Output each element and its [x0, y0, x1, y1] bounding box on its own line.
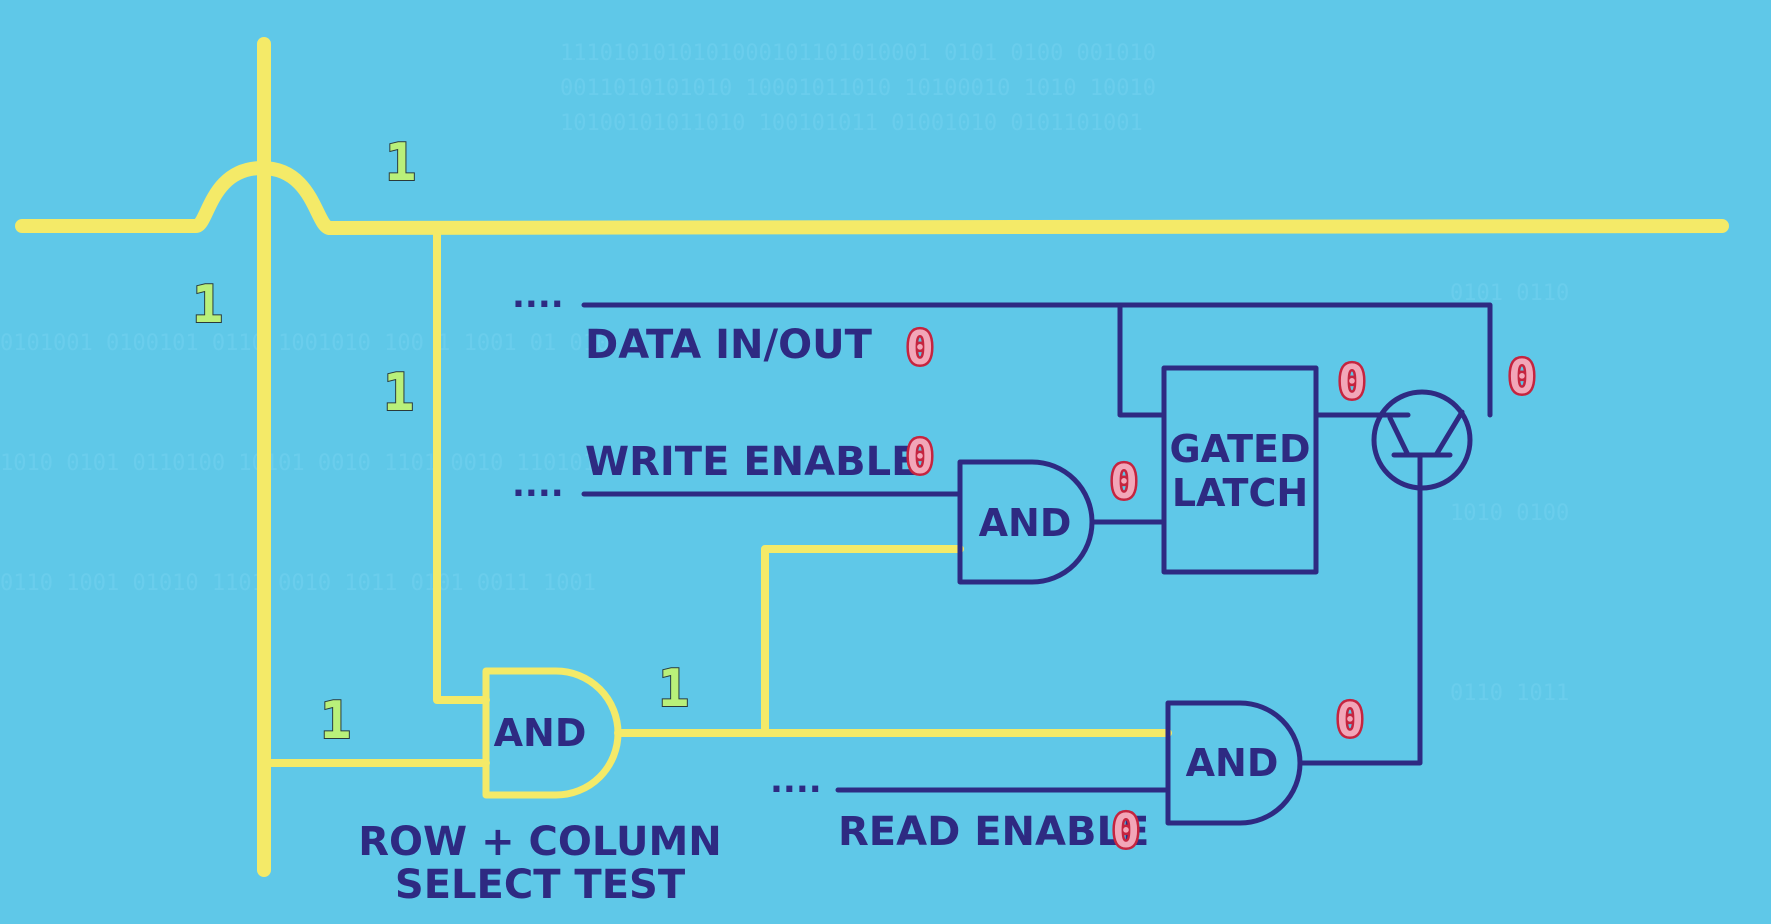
row-tap-value: 1 — [383, 363, 414, 423]
data-to-latch-wire — [1117, 302, 1167, 418]
select-branch-wire — [761, 545, 964, 737]
write-and-label: AND — [979, 501, 1072, 545]
read-and-output-value: 0 — [1336, 693, 1364, 747]
svg-text:1110101010101000101101010001 0: 1110101010101000101101010001 0101 0100 0… — [560, 41, 1156, 66]
gated-latch-label-2: LATCH — [1172, 471, 1308, 515]
svg-text:10100101011010 100101011 01001: 10100101011010 100101011 01001010 010110… — [560, 111, 1143, 136]
read-and-output-wire — [1297, 480, 1423, 766]
data-in-out-value: 0 — [906, 321, 934, 375]
select-and-gate: AND — [482, 667, 622, 799]
binary-background: 1110101010101000101101010001 0101 0100 0… — [0, 41, 1569, 706]
write-enable-label: WRITE ENABLE — [585, 439, 918, 485]
read-enable-value: 0 — [1112, 804, 1140, 858]
row-left-value: 1 — [192, 275, 223, 335]
transistor-output-value: 0 — [1508, 350, 1536, 404]
read-and-gate: AND — [1165, 700, 1303, 826]
read-and-label: AND — [1186, 741, 1279, 785]
data-ellipsis: .... — [512, 276, 564, 316]
gated-latch: GATED LATCH — [1161, 365, 1319, 575]
svg-text:0110 1011: 0110 1011 — [1450, 681, 1569, 706]
write-ellipsis: .... — [512, 465, 564, 505]
transistor — [1371, 389, 1473, 491]
select-output-value: 1 — [658, 659, 689, 719]
svg-text:1010 0101 0110100 10101 0010 1: 1010 0101 0110100 10101 0010 1101 0010 1… — [0, 451, 596, 476]
column-tap-value: 1 — [320, 691, 351, 751]
svg-text:0101 0110: 0101 0110 — [1450, 281, 1569, 306]
select-and-label: AND — [494, 711, 587, 755]
svg-text:1010 0100: 1010 0100 — [1450, 501, 1569, 526]
svg-text:0110 1001 01010 1101 0010 1011: 0110 1001 01010 1101 0010 1011 0101 0011… — [0, 571, 596, 596]
data-in-out-label: DATA IN/OUT — [585, 322, 873, 368]
svg-text:0011010101010 10001011010 1010: 0011010101010 10001011010 10100010 1010 … — [560, 76, 1156, 101]
data-in-out-wire — [581, 302, 1493, 418]
latch-output-value: 0 — [1338, 355, 1366, 409]
write-and-output-value: 0 — [1110, 455, 1138, 509]
row-tap-wire — [433, 224, 490, 704]
svg-text:0101001 0100101 0110 1001010 1: 0101001 0100101 0110 1001010 100 1 1001 … — [0, 331, 609, 356]
read-ellipsis: .... — [770, 761, 822, 801]
gated-latch-label-1: GATED — [1169, 427, 1310, 471]
write-enable-value: 0 — [906, 430, 934, 484]
row-column-label-2: SELECT TEST — [395, 862, 686, 908]
write-and-gate: AND — [957, 459, 1095, 585]
row-column-label-1: ROW + COLUMN — [358, 819, 721, 865]
column-top-value: 1 — [385, 133, 416, 193]
read-enable-label: READ ENABLE — [838, 809, 1149, 855]
row-line — [15, 161, 1729, 235]
